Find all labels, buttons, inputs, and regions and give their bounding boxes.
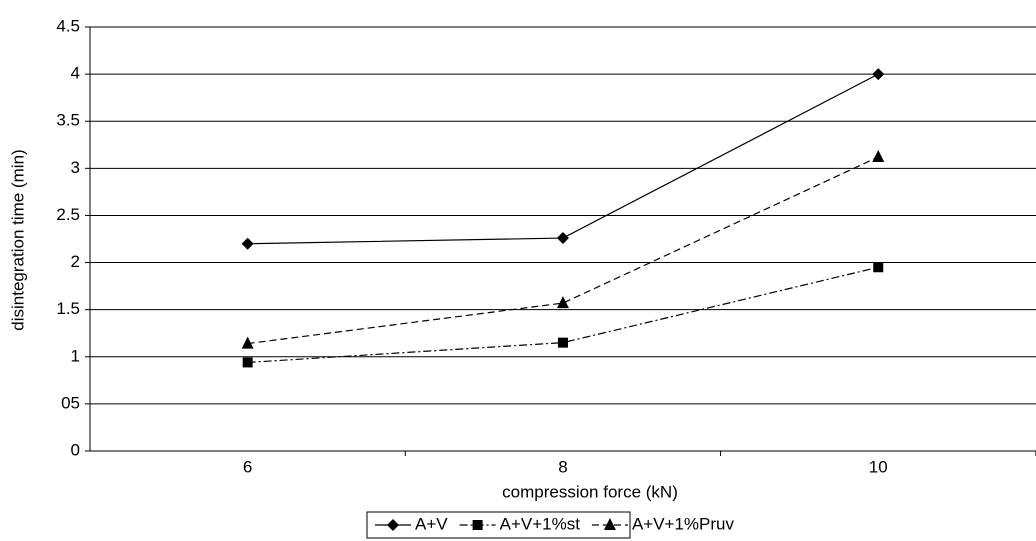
data-point [241,237,254,250]
data-point [242,357,253,368]
legend-marker [472,520,483,530]
legend-label: A+V+1%st [500,514,581,533]
y-axis-label: disintegration time (min) [8,149,27,330]
series-line [247,266,879,364]
y-tick-label: 0 [71,440,80,459]
x-tick-label: 10 [869,457,888,476]
y-tick-label: 1 [71,346,80,365]
x-axis-label: compression force (kN) [502,482,678,501]
data-point [556,296,569,309]
data-point [556,232,569,245]
y-tick-label: 2 [71,252,80,271]
x-tick-label: 8 [558,457,567,476]
data-point [557,337,568,348]
x-tick-label: 6 [243,457,252,476]
data-point [872,68,885,81]
y-tick-label: 4 [71,64,80,83]
data-point [873,262,884,273]
data-point [872,150,885,163]
legend-label: A+V+1%Pruv [632,514,735,533]
y-tick-label: 3.5 [56,111,80,130]
legend-marker [387,519,399,531]
y-tick-label: 05 [61,393,80,412]
legend-label: A+V [415,514,448,533]
series-line [247,156,879,345]
y-tick-label: 1.5 [56,299,80,318]
y-tick-label: 4.5 [56,16,80,35]
data-point [241,336,254,349]
series-line [247,73,879,245]
y-tick-label: 2.5 [56,205,80,224]
y-tick-label: 3 [71,158,80,177]
legend-marker [603,518,616,530]
